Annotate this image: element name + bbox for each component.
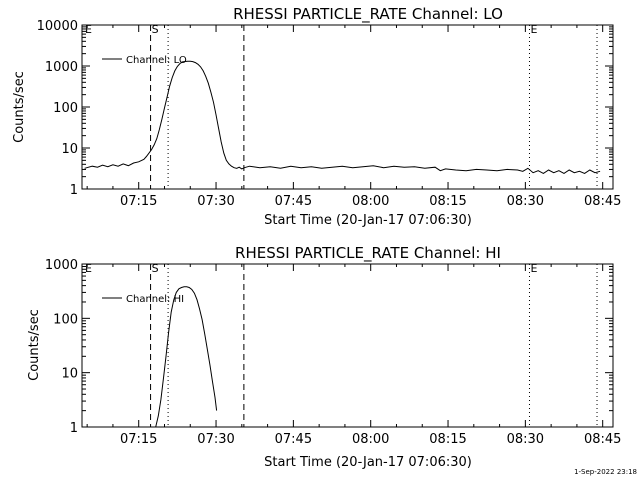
- y-tick-label: 10000: [37, 19, 78, 34]
- x-tick-label: 08:30: [507, 432, 544, 447]
- x-tick-label: 07:15: [120, 194, 157, 209]
- series-line: [84, 60, 601, 174]
- marker-label: S: [152, 23, 159, 36]
- marker-label: S: [152, 262, 159, 275]
- axis-ticks: 07:15 07:30 07:45 08:00 08:15 08:30 08:45 1 10 10…: [37, 19, 622, 209]
- x-tick-label: 08:45: [584, 194, 621, 209]
- x-axis-label: Start Time (20-Jan-17 07:06:30): [264, 213, 472, 228]
- plot-frame: [81, 24, 614, 190]
- y-tick-label: 10: [61, 142, 78, 157]
- y-tick-label: 100: [53, 312, 78, 327]
- chart-title: RHESSI PARTICLE_RATE Channel: LO: [233, 5, 503, 24]
- axis-ticks: 07:15 07:30 07:45 08:00 08:15 08:30 08:45 1 10 10…: [45, 258, 622, 447]
- x-tick-label: 08:45: [584, 432, 621, 447]
- time-markers: S EE: [85, 262, 598, 427]
- y-tick-label: 100: [53, 101, 78, 116]
- y-tick-label: 1000: [45, 60, 78, 75]
- marker-label: E: [85, 262, 92, 275]
- plot-frame: [81, 263, 614, 428]
- x-tick-label: 08:15: [429, 194, 466, 209]
- x-tick-label: 08:00: [352, 432, 389, 447]
- legend-label: Channel: LO: [126, 55, 187, 66]
- chart-title: RHESSI PARTICLE_RATE Channel: HI: [235, 244, 501, 263]
- chart-panel-hi: RHESSI PARTICLE_RATE Channel: HI Start T…: [27, 244, 621, 470]
- y-tick-label: 1: [70, 421, 78, 436]
- x-tick-label: 07:30: [197, 194, 234, 209]
- y-tick-label: 1000: [45, 258, 78, 273]
- y-axis-label: Counts/sec: [12, 71, 27, 143]
- chart-panel-lo: RHESSI PARTICLE_RATE Channel: LO Start T…: [12, 5, 621, 228]
- y-tick-label: 10: [61, 367, 78, 382]
- y-tick-label: 1: [70, 183, 78, 198]
- x-axis-label: Start Time (20-Jan-17 07:06:30): [264, 455, 472, 470]
- marker-label: E: [530, 23, 537, 36]
- data-series: [155, 286, 218, 428]
- x-tick-label: 07:30: [197, 432, 234, 447]
- x-tick-label: 08:00: [352, 194, 389, 209]
- legend-label: Channel: HI: [126, 294, 184, 305]
- marker-label: E: [85, 23, 92, 36]
- marker-label: E: [530, 262, 537, 275]
- time-markers: S EE: [85, 23, 598, 189]
- x-tick-label: 07:45: [275, 194, 312, 209]
- x-tick-label: 07:15: [120, 432, 157, 447]
- data-series: [84, 60, 601, 174]
- y-axis-label: Counts/sec: [27, 309, 42, 381]
- footer-timestamp: 1-Sep-2022 23:18: [574, 468, 637, 476]
- x-tick-label: 08:30: [507, 194, 544, 209]
- x-tick-label: 07:45: [275, 432, 312, 447]
- x-tick-label: 08:15: [429, 432, 466, 447]
- series-line: [155, 286, 218, 428]
